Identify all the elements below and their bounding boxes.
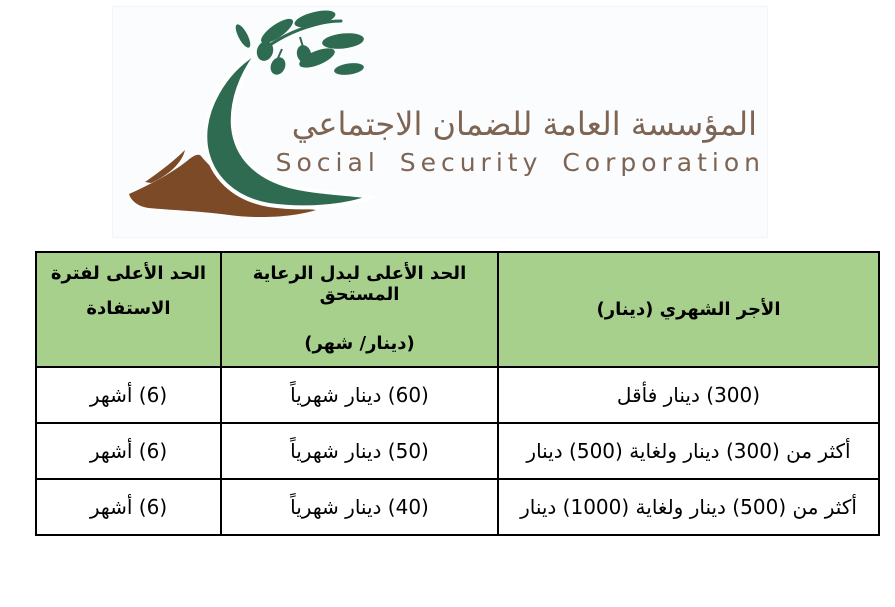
cell-allowance: (60) دينار شهرياً [220, 366, 499, 424]
header-benefit-period-line2: الاستفادة [86, 298, 171, 319]
cell-period: (6) أشهر [35, 478, 222, 536]
logo-english-name: Social Security Corporation [275, 148, 765, 177]
tree-leaves-graphic [235, 10, 364, 75]
table-row: أكثر من (500) دينار ولغاية (1000) دينار … [35, 478, 880, 536]
cell-allowance: (50) دينار شهرياً [220, 422, 499, 480]
table-row: أكثر من (300) دينار ولغاية (500) دينار (… [35, 422, 880, 480]
benefits-table: الأجر الشهري (دينار) الحد الأعلى لبدل ال… [35, 251, 880, 536]
logo: المؤسسة العامة للضمان الاجتماعي Social S… [112, 6, 768, 238]
header-monthly-wage-label: الأجر الشهري (دينار) [596, 299, 781, 320]
olive-tree-logo-icon [129, 10, 379, 218]
table-header-row: الأجر الشهري (دينار) الحد الأعلى لبدل ال… [35, 251, 880, 368]
tree-olives-graphic [256, 41, 312, 75]
header-monthly-wage: الأجر الشهري (دينار) [497, 251, 880, 368]
header-care-allowance-line2: (دينار/ شهر) [304, 333, 415, 354]
tree-trunk-graphic [203, 49, 379, 210]
header-care-allowance: الحد الأعلى لبدل الرعاية المستحق (دينار/… [220, 251, 499, 368]
header-benefit-period: الحد الأعلى لفترة الاستفادة [35, 251, 222, 368]
table-row: (300) دينار فأقل (60) دينار شهرياً (6) أ… [35, 366, 880, 424]
cell-wage: أكثر من (300) دينار ولغاية (500) دينار [497, 422, 880, 480]
cell-period: (6) أشهر [35, 422, 222, 480]
header-benefit-period-line1: الحد الأعلى لفترة [50, 263, 207, 284]
cell-wage: أكثر من (500) دينار ولغاية (1000) دينار [497, 478, 880, 536]
cell-allowance: (40) دينار شهرياً [220, 478, 499, 536]
logo-arabic-name: المؤسسة العامة للضمان الاجتماعي [291, 105, 757, 143]
cell-wage: (300) دينار فأقل [497, 366, 880, 424]
cell-period: (6) أشهر [35, 366, 222, 424]
header-care-allowance-line1: الحد الأعلى لبدل الرعاية المستحق [252, 263, 467, 305]
